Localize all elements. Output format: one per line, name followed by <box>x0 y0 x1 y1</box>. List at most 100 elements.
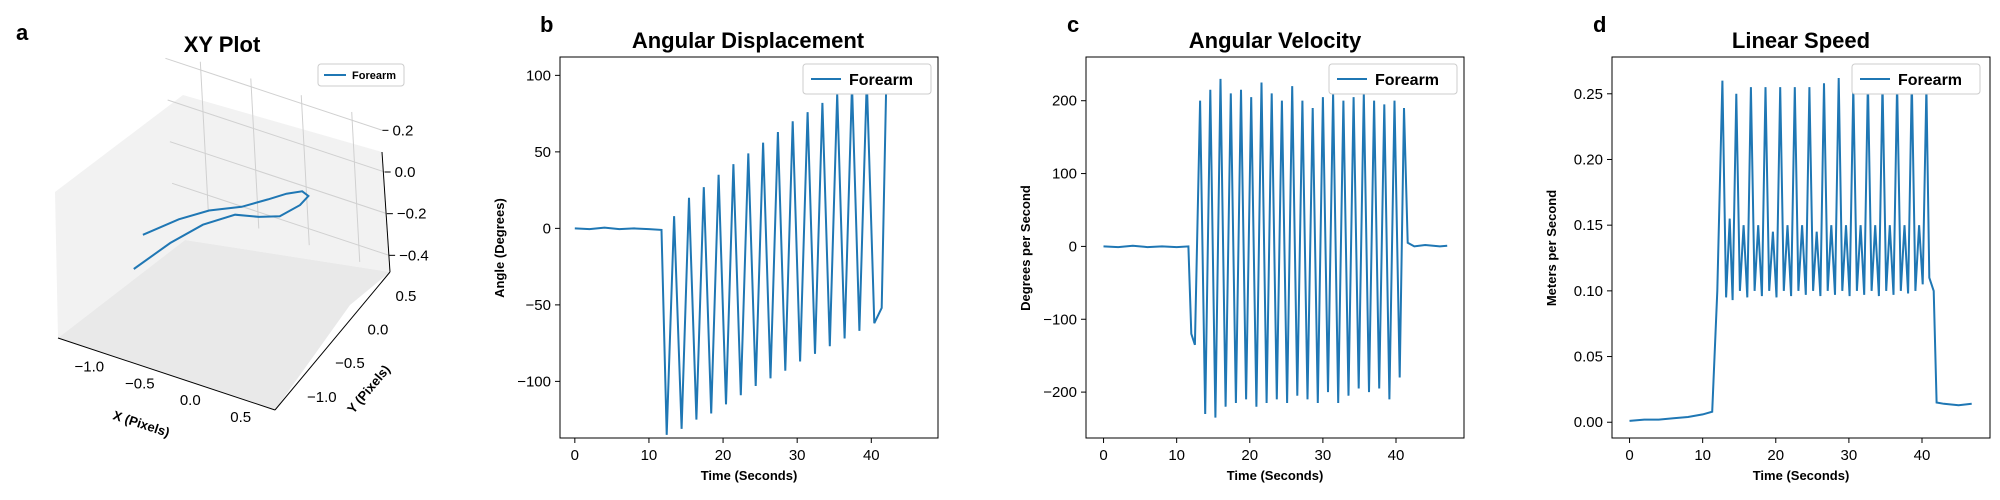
legend-label-a: Forearm <box>352 70 396 82</box>
z-axis-line-a <box>381 151 391 273</box>
y-tick-label-d-2: 0.15 <box>1574 217 1603 234</box>
title-d: Linear Speed <box>1732 28 1870 53</box>
y-tick-label-a-3: 0.5 <box>396 288 417 305</box>
grid-z-a-2 <box>167 99 385 173</box>
y-tick-label-a-1: −0.5 <box>335 355 365 372</box>
panel-d: d Linear Speed 0 10 20 30 40 0.25 0.20 0.15 0.10… <box>1544 12 1991 483</box>
panel-label-d: d <box>1593 12 1606 37</box>
y-tick-label-c-4: −200 <box>1043 384 1077 401</box>
panel-c: c Angular Velocity 0 10 20 30 40 200 100 0 −100 −… <box>1018 12 1465 483</box>
grid-a <box>165 57 390 262</box>
y-tick-label-c-1: 100 <box>1052 166 1077 183</box>
x-tick-label-b-0: 0 <box>571 447 579 464</box>
y-tick-label-d-4: 0.05 <box>1574 349 1603 366</box>
x-tick-label-b-2: 20 <box>715 447 732 464</box>
ylabel-d: Meters per Second <box>1544 190 1559 306</box>
series-line-b <box>574 79 888 435</box>
x-tick-label-a-1: −0.5 <box>125 375 155 392</box>
x-tick-label-d-4: 40 <box>1914 447 1931 464</box>
x-axis-line-a <box>57 337 276 411</box>
plot-frame-d <box>1611 56 1991 439</box>
legend-d: Forearm <box>1851 63 1981 95</box>
xlabel-d: Time (Seconds) <box>1753 468 1850 483</box>
legend-label-d: Forearm <box>1898 72 1962 89</box>
x-tick-label-d-2: 20 <box>1767 447 1784 464</box>
plot-frame-b <box>559 56 939 439</box>
x-tick-label-a-3: 0.5 <box>230 409 251 426</box>
z-tick-label-a-3: 0.2 <box>392 122 413 139</box>
y-axis-line-a <box>274 271 391 411</box>
ylabel-b: Angle (Degrees) <box>492 198 507 298</box>
grid-x-a-0 <box>199 61 209 212</box>
y-tick-label-c-3: −100 <box>1043 311 1077 328</box>
legend-box-b <box>802 63 932 95</box>
y-tick-label-b-4: −100 <box>517 373 551 390</box>
x-tick-label-b-1: 10 <box>641 447 658 464</box>
panel-label-b: b <box>540 12 553 37</box>
x-tick-label-b-3: 30 <box>789 447 806 464</box>
ylabel-c: Degrees per Second <box>1018 185 1033 311</box>
legend-box-c <box>1328 63 1458 95</box>
y-tick-label-a-0: −1.0 <box>307 389 337 406</box>
y-tick-label-d-3: 0.10 <box>1574 283 1603 300</box>
grid-z-a-3 <box>165 57 383 131</box>
y-tick-label-b-1: 50 <box>534 144 551 161</box>
xlabel-c: Time (Seconds) <box>1227 468 1324 483</box>
panel-b: b Angular Displacement 0 10 20 30 40 100 50 0 −5… <box>492 12 939 483</box>
y-tick-label-c-2: 0 <box>1069 238 1077 255</box>
ticks-a: −1.0−0.50.00.5−1.0−0.50.00.5−0.4−0.20.00… <box>75 122 429 426</box>
y-tick-label-b-3: −50 <box>526 297 551 314</box>
legend-label-c: Forearm <box>1375 72 1439 89</box>
x-tick-label-c-3: 30 <box>1315 447 1332 464</box>
title-b: Angular Displacement <box>632 28 865 53</box>
y-tick-label-d-1: 0.20 <box>1574 151 1603 168</box>
y-tick-label-b-0: 100 <box>526 67 551 84</box>
plot-frame-c <box>1085 56 1465 439</box>
x-tick-label-a-2: 0.0 <box>180 392 201 409</box>
ticks-b: 0 10 20 30 40 100 50 0 −50 −100 <box>517 67 879 464</box>
xlabel-a: X (Pixels) <box>111 408 171 440</box>
pane-floor-a <box>58 240 390 410</box>
panel-label-c: c <box>1067 12 1079 37</box>
legend-a: Forearm <box>317 63 405 87</box>
title-c: Angular Velocity <box>1189 28 1362 53</box>
legend-box-d <box>1851 63 1981 95</box>
xlabel-b: Time (Seconds) <box>701 468 798 483</box>
grid-z-a-0 <box>171 182 390 256</box>
grid-x-a-2 <box>300 95 310 246</box>
pane-back-a <box>55 95 390 338</box>
x-tick-label-c-2: 20 <box>1241 447 1258 464</box>
y-tick-label-d-5: 0.00 <box>1574 414 1603 431</box>
y-tick-label-a-2: 0.0 <box>367 321 388 338</box>
x-tick-label-d-1: 10 <box>1694 447 1711 464</box>
x-tick-label-a-0: −1.0 <box>75 359 105 376</box>
x-tick-label-c-0: 0 <box>1099 447 1107 464</box>
x-tick-label-d-3: 30 <box>1841 447 1858 464</box>
y-tick-label-d-0: 0.25 <box>1574 86 1603 103</box>
z-tick-label-a-0: −0.4 <box>399 247 429 264</box>
title-a: XY Plot <box>184 32 261 57</box>
z-tick-label-a-2: 0.0 <box>395 164 416 181</box>
axes-a <box>57 151 391 411</box>
z-tick-label-a-1: −0.2 <box>397 206 427 223</box>
grid-x-a-1 <box>250 78 260 229</box>
y-tick-label-b-2: 0 <box>543 220 551 237</box>
series-line-d <box>1629 77 1972 422</box>
x-tick-label-b-4: 40 <box>863 447 880 464</box>
legend-label-b: Forearm <box>849 72 913 89</box>
ticks-c: 0 10 20 30 40 200 100 0 −100 −200 <box>1043 93 1404 464</box>
grid-z-a-1 <box>169 141 388 215</box>
legend-b: Forearm <box>802 63 932 95</box>
legend-box-a <box>317 63 405 87</box>
ticks-d: 0 10 20 30 40 0.25 0.20 0.15 0.10 0.05 0.00 <box>1574 86 1931 464</box>
x-tick-label-c-1: 10 <box>1168 447 1185 464</box>
panel-label-a: a <box>16 20 29 45</box>
x-tick-label-d-0: 0 <box>1625 447 1633 464</box>
y-tick-label-c-0: 200 <box>1052 93 1077 110</box>
panel-a: a XY Plot −1.0−0.50.00.5−1.0−0.50.00.5−0… <box>16 20 429 440</box>
grid-x-a-3 <box>351 111 361 262</box>
series-line-a <box>133 190 310 270</box>
x-tick-label-c-4: 40 <box>1388 447 1405 464</box>
legend-c: Forearm <box>1328 63 1458 95</box>
series-line-c <box>1103 78 1448 418</box>
